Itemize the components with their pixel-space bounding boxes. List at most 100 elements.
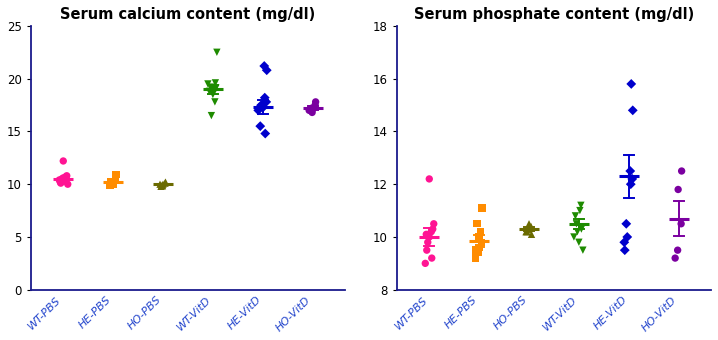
- Point: [55, 180, 66, 185]
- Point: [627, 107, 638, 113]
- Point: [676, 221, 687, 226]
- Point: [620, 221, 632, 226]
- Point: [60, 174, 72, 180]
- Point: [476, 240, 488, 245]
- Point: [106, 180, 117, 185]
- Point: [426, 255, 437, 261]
- Point: [577, 248, 589, 253]
- Point: [210, 80, 221, 86]
- Point: [422, 240, 434, 245]
- Point: [526, 232, 537, 237]
- Title: Serum phosphate content (mg/dl): Serum phosphate content (mg/dl): [414, 7, 694, 22]
- Point: [211, 50, 223, 55]
- Point: [523, 221, 535, 226]
- Point: [256, 102, 267, 108]
- Point: [627, 176, 638, 182]
- Point: [104, 182, 116, 187]
- Point: [259, 131, 271, 136]
- Point: [307, 110, 318, 115]
- Point: [676, 168, 687, 174]
- Point: [526, 224, 537, 229]
- Point: [54, 177, 65, 183]
- Point: [574, 208, 586, 213]
- Point: [473, 245, 485, 250]
- Point: [523, 226, 534, 232]
- Point: [60, 178, 71, 184]
- Point: [253, 107, 264, 113]
- Point: [207, 92, 218, 97]
- Point: [61, 173, 73, 178]
- Point: [522, 226, 533, 232]
- Point: [427, 226, 439, 232]
- Point: [258, 104, 269, 110]
- Point: [261, 99, 272, 105]
- Point: [55, 181, 67, 186]
- Point: [424, 234, 435, 240]
- Point: [669, 255, 681, 261]
- Point: [304, 107, 315, 113]
- Point: [204, 89, 215, 94]
- Point: [205, 113, 217, 118]
- Point: [110, 177, 121, 183]
- Point: [472, 221, 483, 226]
- Point: [254, 123, 266, 129]
- Point: [472, 250, 484, 256]
- Point: [572, 229, 583, 234]
- Point: [470, 255, 481, 261]
- Point: [573, 240, 584, 245]
- Point: [157, 182, 169, 187]
- Point: [205, 84, 216, 90]
- Point: [672, 248, 684, 253]
- Point: [159, 181, 171, 186]
- Point: [426, 229, 437, 234]
- Point: [307, 106, 318, 112]
- Point: [253, 105, 264, 111]
- Point: [421, 248, 432, 253]
- Point: [310, 99, 322, 105]
- Point: [259, 95, 271, 100]
- Point: [521, 229, 532, 234]
- Point: [424, 176, 435, 182]
- Point: [155, 184, 167, 189]
- Point: [672, 187, 684, 192]
- Point: [619, 248, 630, 253]
- Point: [261, 68, 273, 73]
- Point: [625, 81, 637, 87]
- Point: [104, 183, 116, 188]
- Point: [625, 182, 636, 187]
- Point: [475, 229, 486, 234]
- Point: [575, 203, 587, 208]
- Point: [477, 205, 488, 211]
- Point: [108, 182, 119, 187]
- Point: [625, 168, 636, 174]
- Point: [208, 86, 220, 92]
- Point: [521, 229, 533, 234]
- Point: [419, 261, 431, 266]
- Point: [160, 180, 172, 185]
- Point: [157, 183, 168, 188]
- Point: [568, 234, 579, 240]
- Point: [470, 248, 482, 253]
- Point: [618, 240, 630, 245]
- Point: [157, 183, 168, 188]
- Point: [57, 175, 69, 181]
- Point: [57, 158, 69, 164]
- Point: [569, 213, 581, 219]
- Point: [106, 181, 118, 186]
- Point: [473, 234, 485, 240]
- Point: [202, 81, 214, 87]
- Point: [210, 85, 222, 91]
- Point: [258, 63, 270, 69]
- Point: [571, 221, 582, 226]
- Point: [62, 182, 73, 187]
- Point: [622, 234, 633, 240]
- Title: Serum calcium content (mg/dl): Serum calcium content (mg/dl): [60, 7, 316, 22]
- Point: [421, 232, 432, 237]
- Point: [306, 105, 317, 111]
- Point: [309, 102, 321, 108]
- Point: [154, 182, 166, 187]
- Point: [111, 172, 122, 177]
- Point: [576, 226, 587, 232]
- Point: [428, 221, 439, 226]
- Point: [209, 99, 220, 105]
